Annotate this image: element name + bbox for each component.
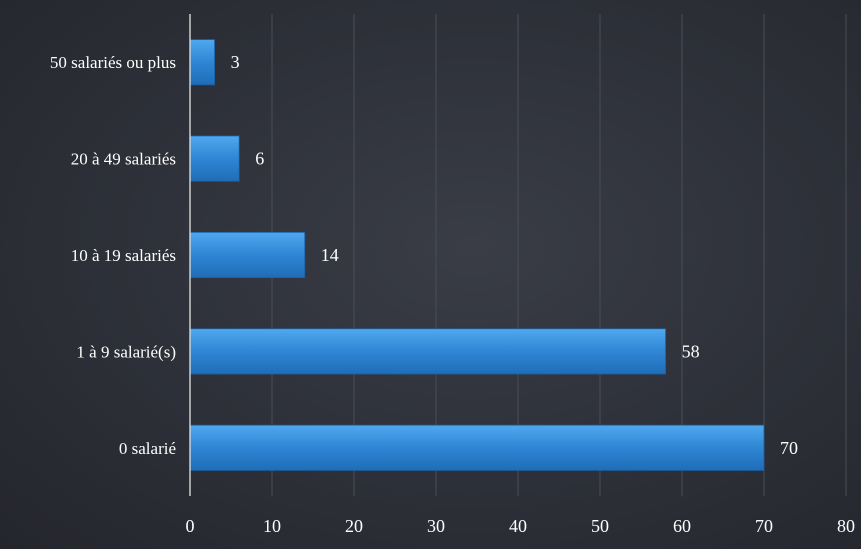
category-label: 0 salarié [119, 439, 176, 458]
x-tick-label: 70 [755, 516, 773, 536]
bar [189, 231, 306, 279]
data-label: 6 [255, 149, 264, 169]
data-label: 3 [231, 52, 240, 72]
x-tick-label: 40 [509, 516, 527, 536]
bar [189, 39, 216, 86]
grid-lines [271, 14, 847, 496]
x-tick-label: 0 [186, 516, 195, 536]
x-tick-label: 20 [345, 516, 363, 536]
x-tick-label: 60 [673, 516, 691, 536]
x-tick-label: 30 [427, 516, 445, 536]
bar [189, 135, 240, 182]
bars [189, 39, 765, 471]
labels: 0 10 20 30 40 50 60 70 80 0 salarié 70 1 à 9 salari… [50, 52, 855, 536]
data-label: 58 [682, 341, 700, 361]
category-label: 1 à 9 salarié(s) [76, 342, 176, 361]
data-label: 14 [321, 245, 339, 265]
category-label: 50 salariés ou plus [50, 53, 176, 72]
bar [189, 424, 765, 471]
category-label: 10 à 19 salariés [71, 246, 176, 265]
x-tick-label: 10 [263, 516, 281, 536]
data-label: 70 [780, 438, 798, 458]
x-tick-label: 80 [837, 516, 855, 536]
bar [189, 328, 667, 375]
x-tick-label: 50 [591, 516, 609, 536]
category-label: 20 à 49 salariés [71, 150, 176, 169]
